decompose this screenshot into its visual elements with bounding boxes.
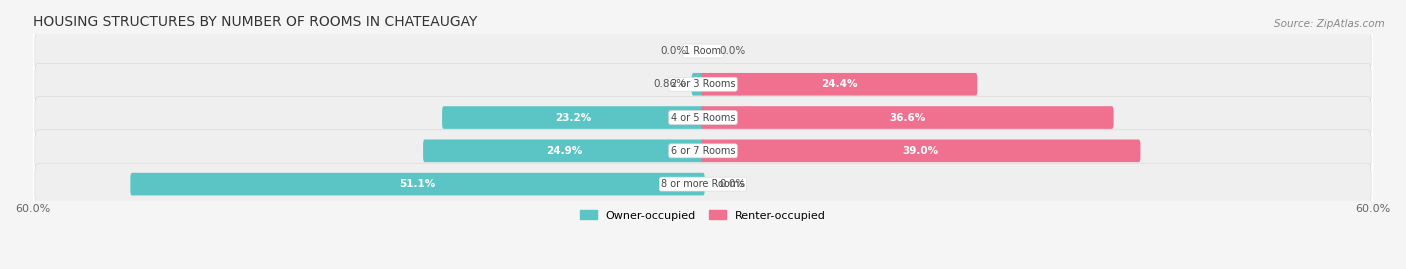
FancyBboxPatch shape <box>35 97 1371 139</box>
FancyBboxPatch shape <box>35 30 1371 72</box>
Text: HOUSING STRUCTURES BY NUMBER OF ROOMS IN CHATEAUGAY: HOUSING STRUCTURES BY NUMBER OF ROOMS IN… <box>32 15 477 29</box>
Text: 8 or more Rooms: 8 or more Rooms <box>661 179 745 189</box>
FancyBboxPatch shape <box>423 140 704 162</box>
Text: 39.0%: 39.0% <box>903 146 939 156</box>
Text: 24.9%: 24.9% <box>546 146 582 156</box>
Text: 36.6%: 36.6% <box>890 112 925 123</box>
Text: 2 or 3 Rooms: 2 or 3 Rooms <box>671 79 735 89</box>
Text: Source: ZipAtlas.com: Source: ZipAtlas.com <box>1274 19 1385 29</box>
Text: 0.0%: 0.0% <box>720 46 747 56</box>
FancyBboxPatch shape <box>35 163 1371 205</box>
Text: 24.4%: 24.4% <box>821 79 858 89</box>
FancyBboxPatch shape <box>702 73 977 95</box>
Text: 0.0%: 0.0% <box>720 179 747 189</box>
FancyBboxPatch shape <box>35 130 1371 172</box>
Text: 1 Room: 1 Room <box>685 46 721 56</box>
Text: 6 or 7 Rooms: 6 or 7 Rooms <box>671 146 735 156</box>
Text: 0.0%: 0.0% <box>659 46 686 56</box>
FancyBboxPatch shape <box>131 173 704 195</box>
Text: 4 or 5 Rooms: 4 or 5 Rooms <box>671 112 735 123</box>
Text: 0.86%: 0.86% <box>654 79 686 89</box>
Legend: Owner-occupied, Renter-occupied: Owner-occupied, Renter-occupied <box>576 206 830 225</box>
FancyBboxPatch shape <box>692 73 704 95</box>
FancyBboxPatch shape <box>441 106 704 129</box>
FancyBboxPatch shape <box>702 140 1140 162</box>
Text: 23.2%: 23.2% <box>555 112 592 123</box>
Text: 51.1%: 51.1% <box>399 179 436 189</box>
FancyBboxPatch shape <box>702 106 1114 129</box>
FancyBboxPatch shape <box>35 63 1371 105</box>
